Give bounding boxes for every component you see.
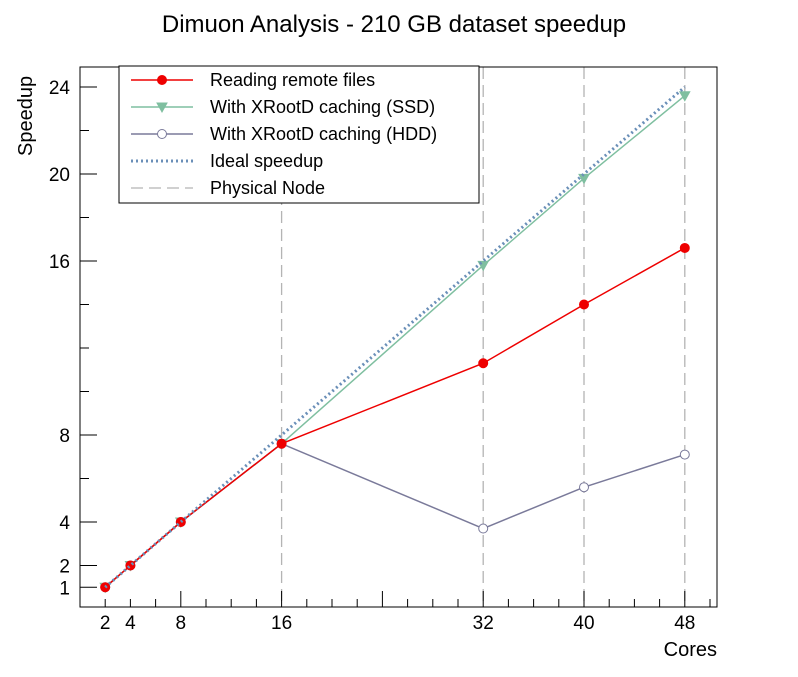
y-axis-label: Speedup [15,76,37,156]
data-point [478,358,489,369]
data-point [579,299,589,310]
x-axis-ticks: 2 4 8 16 32 40 48 [100,591,711,634]
legend: Reading remote files With XRootD caching … [118,65,480,204]
x-tick-label: 2 [100,613,111,634]
chart-title: Dimuon Analysis - 210 GB dataset speedup [162,11,626,38]
legend-entry-reading-remote-files: Reading remote files [131,70,375,90]
legend-label: With XRootD caching (HDD) [210,124,437,144]
data-point [125,560,136,571]
legend-marker [156,102,168,114]
x-tick-label: 32 [473,613,494,634]
x-tick-label: 16 [271,613,292,634]
x-tick-label: 48 [674,613,695,634]
y-tick-label: 20 [49,165,70,186]
x-tick-label: 40 [573,613,594,634]
x-tick-label: 8 [176,613,187,634]
legend-entry-with-xrootd-caching-ssd: With XRootD caching (SSD) [131,97,435,117]
data-point [679,242,690,253]
legend-label: With XRootD caching (SSD) [210,97,435,117]
physical-node-lines [280,67,686,607]
data-point [276,438,287,449]
x-tick-label: 4 [125,613,136,634]
series-line [104,247,686,588]
data-point [579,482,589,493]
legend-marker [157,129,167,139]
y-tick-label: 2 [59,557,70,578]
data-point [478,523,489,534]
legend-label: Reading remote files [210,70,375,90]
legend-marker [157,75,167,85]
y-tick-label: 1 [59,578,70,599]
series-reading-remote-files [100,242,690,593]
data-point [578,173,590,185]
y-tick-label: 24 [49,78,71,99]
data-point [678,91,691,102]
legend-entry-physical-node: Physical Node [131,178,325,198]
data-point [679,449,690,460]
x-axis-label: Cores [664,639,717,661]
y-tick-label: 8 [59,426,70,447]
legend-entry-with-xrootd-caching-hdd: With XRootD caching (HDD) [131,124,437,144]
series-line [104,442,686,588]
legend-label: Physical Node [210,178,325,198]
y-tick-label: 4 [59,513,70,534]
legend-entry-ideal-speedup: Ideal speedup [131,151,323,171]
y-tick-label: 16 [49,252,70,273]
data-series [99,85,691,594]
legend-label: Ideal speedup [210,151,323,171]
